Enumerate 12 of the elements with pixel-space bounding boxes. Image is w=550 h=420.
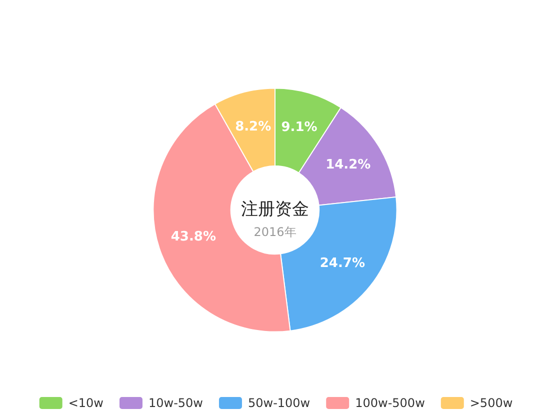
legend-label: 50w-100w [248, 396, 310, 410]
legend-label: 10w-50w [148, 396, 204, 410]
data-label: 43.8% [170, 230, 216, 245]
text: 注册资金 [241, 200, 309, 220]
data-label: 14.2% [326, 157, 371, 172]
data-label: 9.1% [281, 120, 318, 136]
legend-label: <10w [68, 396, 104, 410]
data-label: 8.2% [235, 119, 272, 134]
legend-label: >500w [470, 396, 513, 410]
text: 2016年 [254, 225, 296, 239]
data-label: 24.7% [320, 256, 365, 271]
legend-label: 100w-500w [355, 396, 426, 410]
